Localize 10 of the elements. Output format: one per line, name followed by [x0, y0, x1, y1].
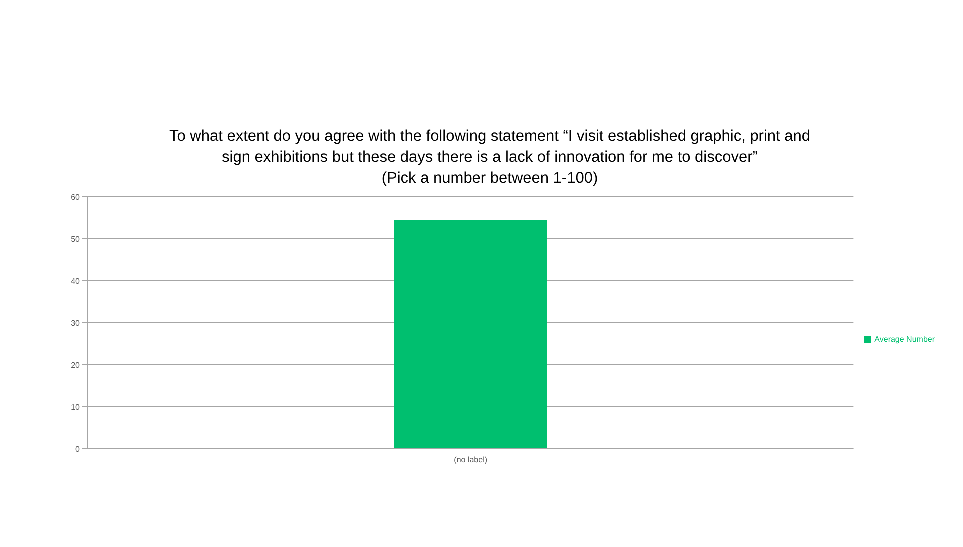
- x-tick-label: (no label): [454, 456, 488, 465]
- y-tick-label: 40: [71, 276, 81, 286]
- y-tick-label: 20: [71, 360, 81, 370]
- y-tick-label: 0: [76, 444, 81, 454]
- chart-title: To what extent do you agree with the following statement “I visit established graphic, print and sign exhibitions but these days there is a lack of innovation for me to discover” (Pick a number between 1-100): [168, 127, 812, 189]
- y-tick-label: 50: [71, 234, 81, 244]
- y-tick-label: 60: [71, 192, 81, 202]
- y-tick-label: 30: [71, 318, 81, 328]
- legend-label: Average Number: [874, 334, 935, 344]
- y-tick-label: 10: [71, 402, 81, 412]
